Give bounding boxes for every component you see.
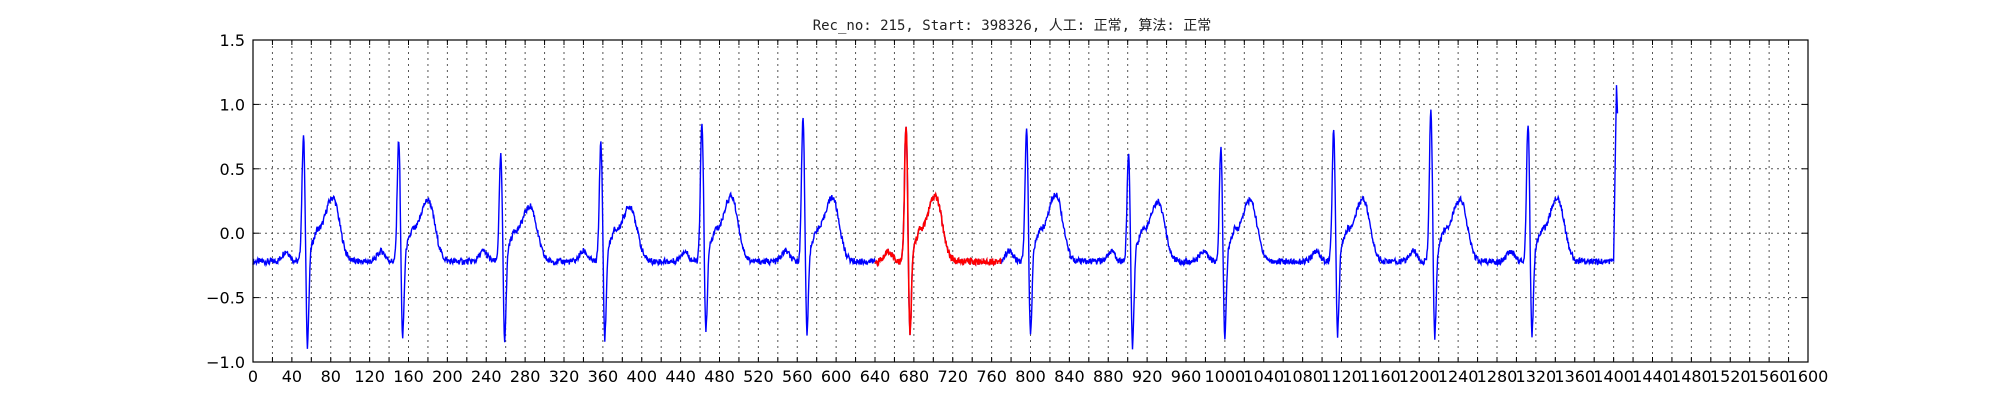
x-tick-label: 240 [471,367,502,386]
x-tick-label: 440 [665,367,696,386]
x-tick-label: 760 [976,367,1007,386]
y-tick-label: 0.5 [220,160,245,179]
x-tick-label: 720 [937,367,968,386]
x-tick-label: 640 [860,367,891,386]
x-tick-label: 1400 [1593,367,1634,386]
x-tick-label: 0 [248,367,258,386]
x-tick-label: 560 [782,367,813,386]
y-tick-label: 1.0 [220,95,245,114]
x-axis: 0 40 80 120 160 200 240 280 320 360 400 440 480 520 56… [248,40,1828,386]
x-tick-label: 1560 [1749,367,1790,386]
x-tick-label: 1240 [1438,367,1479,386]
x-tick-label: 1200 [1399,367,1440,386]
x-tick-label: 400 [626,367,657,386]
x-tick-label: 1040 [1243,367,1284,386]
series-line-blue [252,85,1619,350]
x-tick-label: 1360 [1554,367,1595,386]
x-tick-label: 1440 [1632,367,1673,386]
x-tick-label: 960 [1171,367,1202,386]
x-tick-label: 360 [588,367,619,386]
x-tick-label: 1480 [1671,367,1712,386]
chart-title: Rec_no: 215, Start: 398326, 人工: 正常, 算法: … [813,18,1212,34]
y-axis: 1.5 1.0 0.5 0.0 −0.5 −1.0 [206,31,1808,372]
y-tick-label: −0.5 [206,289,245,308]
y-tick-label: 1.5 [220,31,245,50]
series-line-red [874,126,1002,336]
x-tick-label: 920 [1132,367,1163,386]
x-tick-label: 1160 [1360,367,1401,386]
y-tick-label: −1.0 [206,353,245,372]
x-tick-label: 160 [393,367,424,386]
x-tick-label: 320 [549,367,580,386]
grid-layer [253,40,1808,362]
x-tick-label: 280 [510,367,541,386]
x-tick-label: 80 [321,367,341,386]
x-tick-label: 1000 [1205,367,1246,386]
x-tick-label: 1520 [1710,367,1751,386]
x-tick-label: 840 [1054,367,1085,386]
x-tick-label: 880 [1093,367,1124,386]
x-tick-label: 40 [282,367,302,386]
x-tick-label: 600 [821,367,852,386]
x-tick-label: 120 [354,367,385,386]
y-tick-label: 0.0 [220,224,245,243]
x-tick-label: 1080 [1282,367,1323,386]
x-tick-label: 1280 [1477,367,1518,386]
x-tick-label: 1320 [1516,367,1557,386]
x-tick-label: 200 [432,367,463,386]
x-tick-label: 1600 [1788,367,1829,386]
x-tick-label: 520 [743,367,774,386]
x-tick-label: 680 [899,367,930,386]
x-tick-label: 480 [704,367,735,386]
x-tick-label: 1120 [1321,367,1362,386]
series-layer [252,85,1619,350]
x-tick-label: 800 [1015,367,1046,386]
